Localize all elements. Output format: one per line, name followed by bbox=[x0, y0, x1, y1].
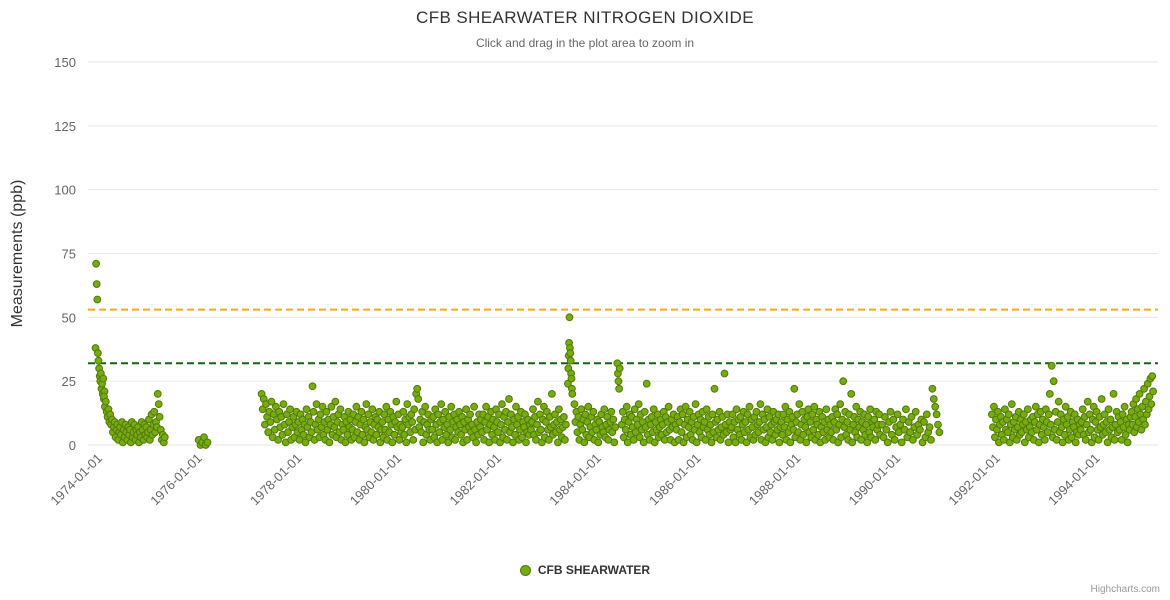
x-axis-tick-label: 1978-01-01 bbox=[247, 451, 305, 509]
x-axis-tick-label: 1976-01-01 bbox=[147, 451, 205, 509]
y-axis-title: Measurements (ppb) bbox=[9, 180, 26, 328]
y-axis-tick-label: 125 bbox=[54, 119, 76, 134]
x-axis-tick-label: 1988-01-01 bbox=[746, 451, 804, 509]
y-axis-tick-label: 0 bbox=[69, 438, 76, 453]
y-axis-tick-label: 150 bbox=[54, 55, 76, 70]
x-axis-tick-label: 1986-01-01 bbox=[646, 451, 704, 509]
x-axis-tick-label: 1980-01-01 bbox=[347, 451, 405, 509]
legend-label: CFB SHEARWATER bbox=[537, 563, 651, 577]
x-axis-tick-label: 1992-01-01 bbox=[945, 451, 1003, 509]
x-axis-tick-label: 1994-01-01 bbox=[1045, 451, 1103, 509]
credit-link[interactable]: Highcharts.com bbox=[1090, 584, 1160, 595]
legend-marker-icon bbox=[519, 564, 531, 576]
chart-title: CFB SHEARWATER NITROGEN DIOXIDE bbox=[416, 8, 754, 27]
series-points[interactable] bbox=[91, 259, 1157, 449]
chart-subtitle: Click and drag in the plot area to zoom … bbox=[475, 36, 695, 50]
y-axis-tick-label: 50 bbox=[62, 310, 76, 325]
x-axis-tick-label: 1974-01-01 bbox=[47, 451, 105, 509]
x-axis-tick-label: 1984-01-01 bbox=[546, 451, 604, 509]
y-axis-tick-label: 25 bbox=[62, 374, 76, 389]
x-axis-tick-label: 1990-01-01 bbox=[846, 451, 904, 509]
y-axis-tick-label: 100 bbox=[54, 183, 76, 198]
legend-item[interactable]: CFB SHEARWATER bbox=[0, 563, 1170, 577]
plot-area[interactable] bbox=[88, 62, 1158, 445]
x-axis-tick-label: 1982-01-01 bbox=[447, 451, 505, 509]
y-axis-tick-label: 75 bbox=[62, 247, 76, 262]
